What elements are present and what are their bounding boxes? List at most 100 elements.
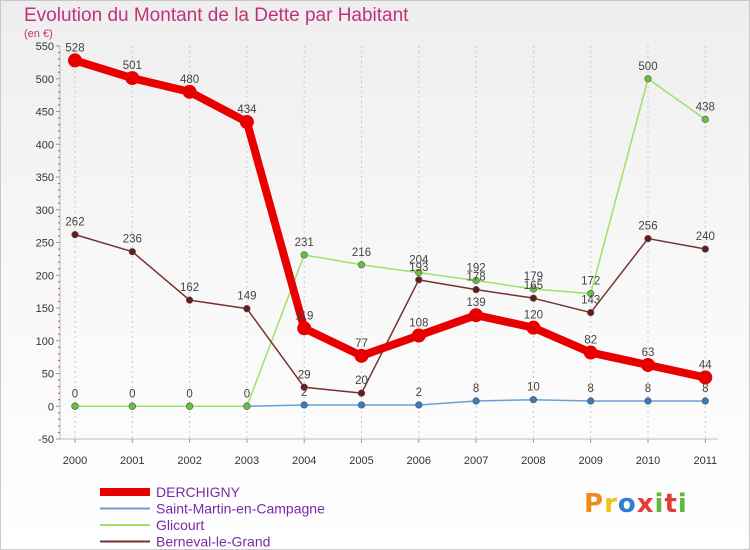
y-tick-label: 450 [36,107,54,119]
data-point [243,402,251,410]
y-tick-label: 250 [36,238,54,250]
axes: -500501001502002503003504004505005502000… [36,41,718,467]
x-tick-label: 2004 [292,455,316,467]
x-tick-label: 2008 [521,455,545,467]
data-label: 480 [180,74,199,86]
data-point [641,357,655,372]
data-point [529,396,538,404]
data-point [300,251,308,259]
x-tick-label: 2005 [349,455,373,467]
data-point [300,401,308,409]
logo-letter: P [584,489,605,519]
data-point [644,75,652,83]
data-point [644,397,652,405]
data-point [297,321,312,336]
data-label: 162 [180,282,199,294]
series-line [73,56,707,382]
data-point [472,286,480,294]
y-tick-label: 550 [36,41,54,53]
data-label: 139 [467,297,486,309]
data-point [68,53,82,68]
data-label: 193 [409,262,428,274]
logo-letter: t [664,489,678,519]
data-label: 240 [696,231,715,243]
data-label: 119 [295,310,313,322]
x-tick-label: 2002 [177,455,201,467]
data-point [182,84,197,99]
data-point [472,397,480,405]
data-point [415,401,423,409]
logo-letter: x [636,489,655,519]
data-label: 438 [696,101,715,113]
x-tick-label: 2006 [407,455,431,467]
data-label: 262 [65,217,84,229]
data-label: 82 [584,335,597,347]
x-tick-label: 2003 [235,455,259,467]
data-point [587,308,595,317]
data-label: 216 [352,247,371,259]
series-line [75,398,706,407]
legend-label: Glicourt [156,517,204,533]
unit-label: (en €) [24,28,53,40]
data-point [357,401,366,409]
data-label: 20 [355,375,368,387]
data-label: 149 [237,291,256,303]
data-point [71,231,79,239]
data-label: 165 [524,280,543,292]
data-point [300,383,308,391]
data-label: 143 [581,295,600,307]
data-point [186,402,194,410]
data-label: 501 [123,60,142,72]
data-point [701,245,709,253]
x-tick-label: 2010 [636,455,660,467]
y-tick-label: 200 [36,270,54,282]
data-point [529,294,538,302]
x-tick-label: 2011 [693,455,717,467]
data-label: 236 [123,234,142,246]
data-point [415,269,423,277]
data-label: 120 [524,310,543,322]
data-label: 0 [72,388,78,400]
data-label: 10 [527,382,540,394]
logo-letter: i [654,489,665,519]
data-point [587,289,595,298]
data-label: 2 [301,387,307,399]
data-point [698,370,713,385]
y-tick-label: 100 [36,336,54,348]
data-label: 8 [587,383,593,395]
logo-letter: i [677,489,688,519]
data-label: 231 [295,237,314,249]
data-point [243,305,251,313]
data-point [472,276,480,285]
data-label: 500 [638,61,657,73]
proxiti-logo: Proxiti [584,489,688,519]
logo-letter: r [604,489,618,519]
data-point [415,276,423,284]
data-point [411,328,426,343]
y-tick-label: 300 [36,205,54,217]
data-label: 192 [467,262,486,274]
data-label: 0 [244,388,250,400]
data-point [529,285,538,293]
y-tick-label: 350 [36,172,54,184]
data-point [125,71,140,86]
y-tick-label: -50 [38,434,54,446]
chart-title: Evolution du Montant de la Dette par Hab… [24,5,409,26]
data-point [71,402,79,410]
data-label: 0 [129,388,135,400]
data-label: 2 [416,387,422,399]
data-label: 8 [473,383,479,395]
x-tick-label: 2000 [63,455,87,467]
data-point [128,248,136,256]
data-label: 44 [699,359,712,371]
y-tick-label: 500 [36,74,54,86]
data-label: 256 [638,221,657,233]
y-tick-label: 150 [36,303,54,315]
y-tick-label: 0 [48,401,54,413]
data-point [357,261,366,269]
data-label: 108 [409,318,428,330]
data-point [701,115,709,123]
